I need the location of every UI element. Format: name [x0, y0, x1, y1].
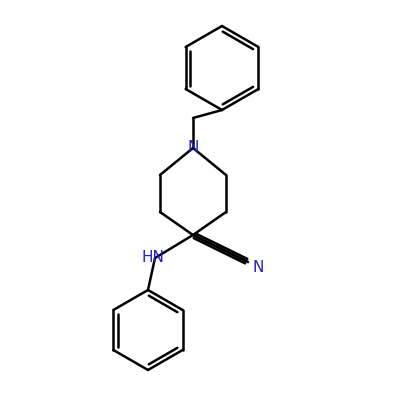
Text: HN: HN: [142, 250, 164, 266]
Text: N: N: [252, 260, 264, 274]
Text: N: N: [187, 140, 199, 156]
